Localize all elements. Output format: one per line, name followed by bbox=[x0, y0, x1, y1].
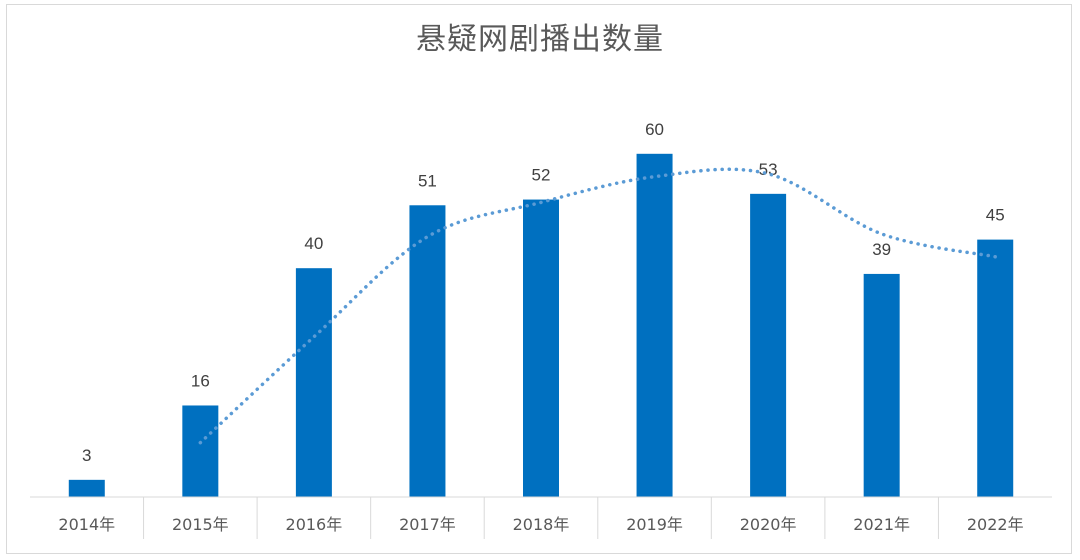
x-tick-label-0: 2014年 bbox=[58, 515, 115, 534]
bar-1 bbox=[182, 405, 219, 497]
chart-title: 悬疑网剧播出数量 bbox=[416, 22, 664, 57]
trend-line bbox=[198, 167, 997, 445]
bar-4 bbox=[523, 199, 559, 497]
x-tick-label-3: 2017年 bbox=[399, 515, 456, 534]
data-label-4: 52 bbox=[532, 166, 551, 185]
x-tick-label-2: 2016年 bbox=[286, 515, 343, 534]
bar-5 bbox=[636, 153, 673, 498]
x-tick-label-8: 2022年 bbox=[967, 515, 1024, 534]
data-label-0: 3 bbox=[82, 446, 91, 465]
x-tick-label-7: 2021年 bbox=[853, 515, 910, 534]
bars-layer bbox=[68, 153, 1014, 498]
x-axis-ticks: 2014年 2015年 2016年 2017年 2018年 2019年 2020年 2021年… bbox=[58, 497, 1024, 539]
data-label-6: 53 bbox=[759, 160, 778, 179]
bar-7 bbox=[863, 273, 900, 497]
x-tick-label-5: 2019年 bbox=[626, 515, 683, 534]
x-tick-label-6: 2020年 bbox=[740, 515, 797, 534]
bar-0 bbox=[68, 479, 105, 497]
data-label-7: 39 bbox=[872, 240, 891, 259]
x-tick-label-1: 2015年 bbox=[172, 515, 229, 534]
bar-2 bbox=[295, 268, 332, 497]
data-label-1: 16 bbox=[191, 371, 210, 390]
data-label-2: 40 bbox=[304, 234, 323, 253]
bar-6 bbox=[750, 193, 787, 497]
data-label-8: 45 bbox=[986, 206, 1005, 225]
x-tick-label-4: 2018年 bbox=[513, 515, 570, 534]
bar-8 bbox=[977, 239, 1014, 497]
bar-3 bbox=[409, 205, 446, 497]
data-label-3: 51 bbox=[418, 171, 437, 190]
data-label-5: 60 bbox=[645, 120, 664, 139]
